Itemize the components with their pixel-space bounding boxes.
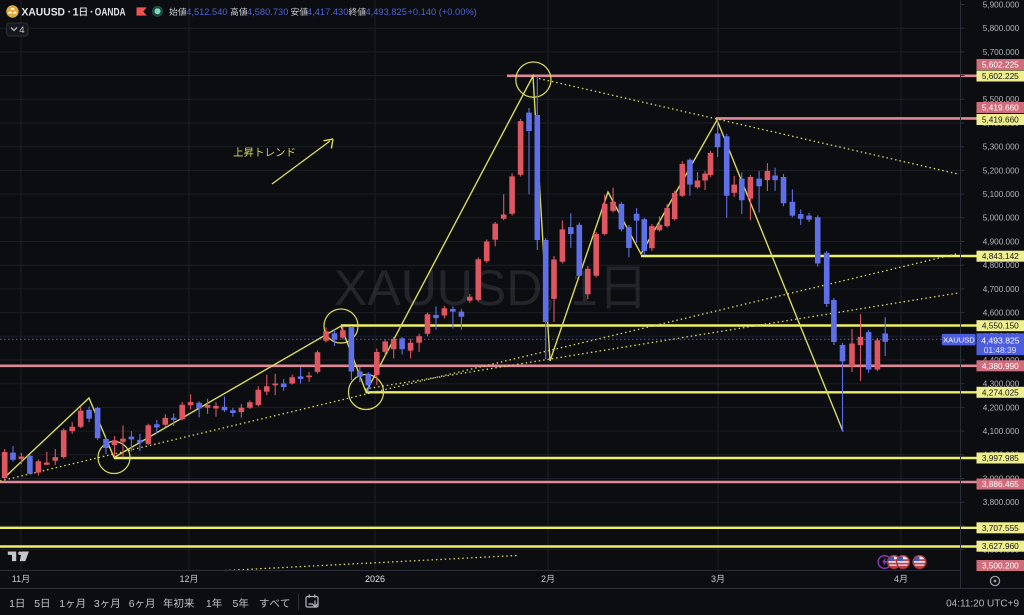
svg-text:5,300.000: 5,300.000 (983, 143, 1020, 152)
svg-text:4,600.000: 4,600.000 (983, 309, 1020, 318)
svg-text:4,493.825: 4,493.825 (366, 7, 407, 17)
svg-text:5,200.000: 5,200.000 (983, 166, 1020, 175)
svg-text:·: · (90, 6, 94, 18)
svg-text:4,550.150: 4,550.150 (982, 321, 1019, 331)
svg-text:5,602.225: 5,602.225 (982, 71, 1019, 81)
svg-text:3,500.200: 3,500.200 (982, 561, 1019, 571)
svg-text:3,886.465: 3,886.465 (982, 479, 1019, 489)
svg-text:11: 11 (12, 574, 21, 584)
svg-text:XAUUSD: XAUUSD (22, 6, 66, 18)
svg-text:5,000.000: 5,000.000 (983, 214, 1020, 223)
svg-text:5,602.225: 5,602.225 (982, 60, 1019, 70)
svg-text:4,512.540: 4,512.540 (186, 7, 227, 17)
svg-text:1: 1 (9, 598, 15, 610)
svg-text:4,580.730: 4,580.730 (247, 7, 288, 17)
svg-text:04:11:20 UTC+9: 04:11:20 UTC+9 (946, 599, 1019, 610)
svg-text:3,627.960: 3,627.960 (982, 541, 1019, 551)
svg-text:5,419.660: 5,419.660 (982, 115, 1019, 125)
svg-text:4,900.000: 4,900.000 (983, 237, 1020, 246)
svg-text:5,800.000: 5,800.000 (983, 24, 1020, 33)
svg-text:3,997.985: 3,997.985 (982, 453, 1019, 463)
svg-text:4,843.142: 4,843.142 (982, 251, 1019, 261)
svg-text:4,200.000: 4,200.000 (983, 403, 1020, 412)
svg-text:4,417.430: 4,417.430 (307, 7, 348, 17)
svg-text:5: 5 (233, 598, 239, 610)
svg-text:4,493.825: 4,493.825 (981, 336, 1019, 346)
svg-text:5,700.000: 5,700.000 (983, 48, 1020, 57)
svg-text:+0.140 (+0.00%): +0.140 (+0.00%) (408, 7, 477, 17)
svg-text:·: · (68, 6, 72, 18)
svg-text:6: 6 (129, 598, 135, 610)
svg-text:5,900.000: 5,900.000 (983, 0, 1020, 9)
svg-text:3,800.000: 3,800.000 (983, 498, 1020, 507)
svg-text:4,300.000: 4,300.000 (983, 380, 1020, 389)
svg-text:5,419.660: 5,419.660 (982, 103, 1019, 113)
svg-text:3,707.555: 3,707.555 (982, 523, 1019, 533)
svg-text:12: 12 (180, 574, 190, 584)
svg-text:4,380.990: 4,380.990 (982, 361, 1019, 371)
svg-text:2026: 2026 (365, 574, 385, 584)
svg-text:3: 3 (711, 574, 716, 584)
svg-text:OANDA: OANDA (95, 6, 126, 18)
svg-text:4,274.025: 4,274.025 (982, 387, 1019, 397)
svg-text:4: 4 (19, 25, 24, 36)
svg-text:4,100.000: 4,100.000 (983, 427, 1020, 436)
svg-text:2: 2 (541, 574, 546, 584)
svg-text:5,100.000: 5,100.000 (983, 190, 1020, 199)
svg-text:5,500.000: 5,500.000 (983, 95, 1020, 104)
svg-text:XAUUSD, 1: XAUUSD, 1 (334, 260, 598, 316)
svg-text:4: 4 (894, 574, 899, 584)
svg-text:XAUUSD: XAUUSD (943, 336, 975, 345)
svg-text:1: 1 (59, 598, 65, 610)
svg-text:1: 1 (206, 598, 212, 610)
svg-text:3: 3 (94, 598, 100, 610)
svg-text:5: 5 (34, 598, 40, 610)
svg-text:4,700.000: 4,700.000 (983, 285, 1020, 294)
svg-text:4,800.000: 4,800.000 (983, 261, 1020, 270)
svg-text:01:48:39: 01:48:39 (984, 345, 1017, 355)
svg-text:1: 1 (73, 6, 79, 18)
